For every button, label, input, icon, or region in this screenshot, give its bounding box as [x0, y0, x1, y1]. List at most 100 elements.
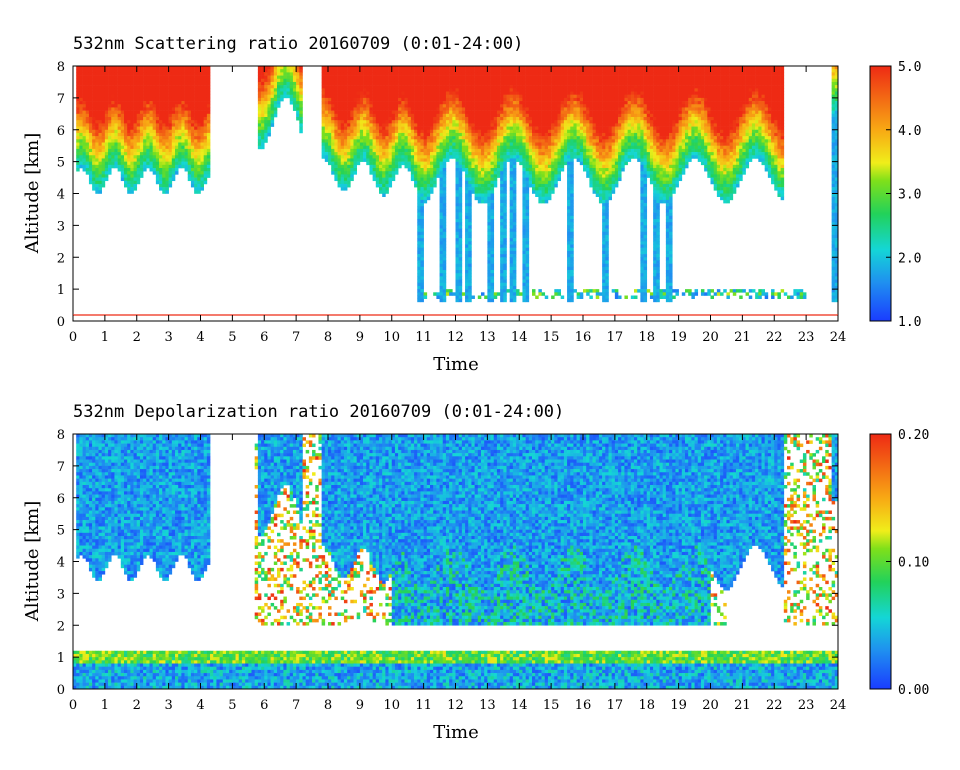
heat-cell: [171, 66, 176, 70]
heat-cell: [203, 142, 208, 146]
heat-cell: [197, 177, 201, 182]
heat-cell: [481, 75, 485, 80]
heat-cell: [130, 85, 134, 89]
heat-cell: [79, 97, 83, 102]
heat-cell: [267, 85, 271, 89]
heat-cell: [277, 72, 281, 76]
heat-cell: [328, 145, 332, 150]
heat-cell: [124, 120, 128, 124]
heat-cell: [398, 91, 402, 95]
heat-cell: [455, 260, 459, 264]
heat-cell: [410, 107, 415, 111]
heat-cell: [490, 219, 495, 223]
heat-cell: [481, 164, 485, 169]
heat-cell: [506, 94, 510, 99]
heat-cell: [108, 120, 112, 124]
heat-cell: [512, 107, 517, 111]
heat-cell: [197, 152, 201, 156]
heat-cell: [388, 107, 393, 111]
heat-cell: [442, 110, 447, 115]
heat-cell: [257, 91, 262, 95]
heat-cell: [500, 101, 504, 105]
heat-cell: [474, 196, 479, 201]
heat-cell: [162, 187, 166, 191]
heat-cell: [353, 136, 357, 140]
heat-cell: [203, 75, 208, 80]
heat-cell: [363, 85, 367, 89]
heat-cell: [98, 113, 102, 118]
heat-cell: [343, 94, 348, 99]
heat-cell: [178, 158, 182, 162]
heat-cell: [347, 145, 351, 150]
heat-cell: [516, 104, 520, 108]
heat-cell: [519, 139, 523, 143]
heat-cell: [197, 190, 201, 194]
heat-cell: [426, 110, 431, 115]
heat-cell: [92, 155, 96, 159]
heat-cell: [547, 72, 552, 76]
heat-cell: [465, 196, 469, 201]
heat-cell: [356, 123, 361, 127]
heat-cell: [538, 168, 542, 172]
heat-cell: [108, 123, 112, 127]
heat-cell: [449, 126, 453, 131]
heat-cell: [261, 85, 265, 89]
heat-cell: [120, 66, 125, 70]
heat-cell: [190, 72, 195, 76]
heat-cell: [289, 69, 294, 73]
heat-cell: [442, 168, 447, 172]
heat-cell: [388, 142, 393, 146]
heat-cell: [484, 155, 488, 159]
heat-cell: [458, 193, 463, 197]
heat-cell: [277, 78, 281, 83]
heat-cell: [500, 241, 504, 245]
heat-cell: [257, 72, 262, 76]
heat-cell: [516, 78, 520, 83]
heat-cell: [334, 129, 338, 134]
heat-cell: [477, 171, 482, 175]
heat-cell: [458, 196, 463, 201]
heat-cell: [178, 120, 182, 124]
heat-cell: [439, 161, 444, 166]
heat-cell: [410, 101, 415, 105]
heat-cell: [458, 292, 463, 296]
heat-cell: [487, 196, 491, 201]
heat-cell: [490, 203, 495, 207]
heat-cell: [519, 94, 523, 99]
heat-cell: [162, 117, 166, 121]
heat-cell: [414, 158, 418, 162]
heat-cell: [324, 110, 329, 115]
heat-cell: [385, 104, 389, 108]
heat-cell: [98, 69, 102, 73]
heat-cell: [175, 117, 179, 121]
heat-cell: [471, 126, 475, 131]
heat-cell: [414, 72, 418, 76]
heat-cell: [353, 155, 357, 159]
heat-cell: [200, 183, 204, 188]
heat-cell: [544, 177, 549, 182]
heat-cell: [175, 75, 179, 80]
heat-cell: [372, 168, 377, 172]
heat-cell: [379, 72, 383, 76]
heat-cell: [516, 117, 520, 121]
heat-cell: [420, 81, 424, 86]
heat-cell: [490, 66, 495, 70]
heat-cell: [465, 168, 469, 172]
heat-cell: [414, 155, 418, 159]
heat-cell: [385, 145, 389, 150]
heat-cell: [465, 158, 469, 162]
heat-cell: [130, 161, 134, 166]
heat-cell: [541, 190, 546, 194]
heat-cell: [337, 132, 342, 137]
heat-cell: [430, 187, 434, 191]
heat-cell: [143, 72, 147, 76]
heat-cell: [436, 117, 440, 121]
heat-cell: [394, 69, 399, 73]
heat-cell: [82, 129, 87, 134]
heat-cell: [356, 81, 361, 86]
heat-cell: [490, 152, 495, 156]
heat-cell: [522, 110, 526, 115]
heat-cell: [394, 164, 399, 169]
heat-cell: [280, 85, 284, 89]
heat-cell: [108, 161, 112, 166]
